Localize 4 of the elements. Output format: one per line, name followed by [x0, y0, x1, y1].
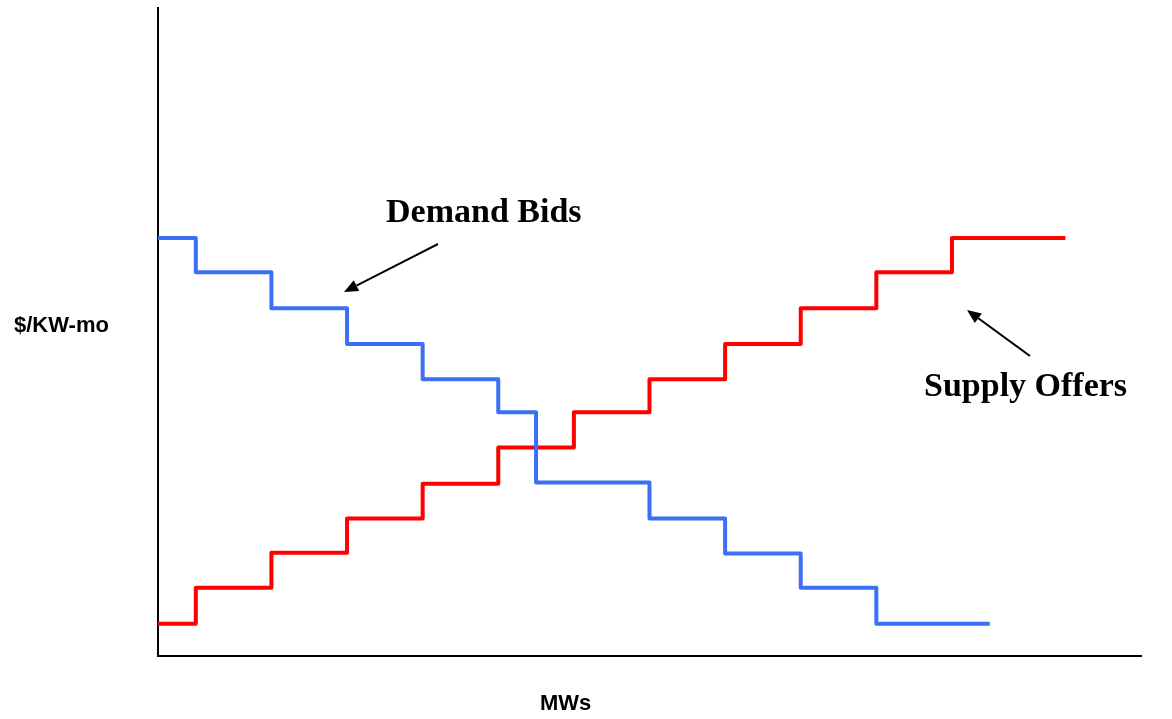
x-axis-title: MWs [540, 690, 592, 716]
y-axis-title: $/KW-mo [14, 312, 109, 338]
text: Demand Bids [386, 192, 582, 230]
annotation: Supply Offers [924, 366, 1128, 404]
